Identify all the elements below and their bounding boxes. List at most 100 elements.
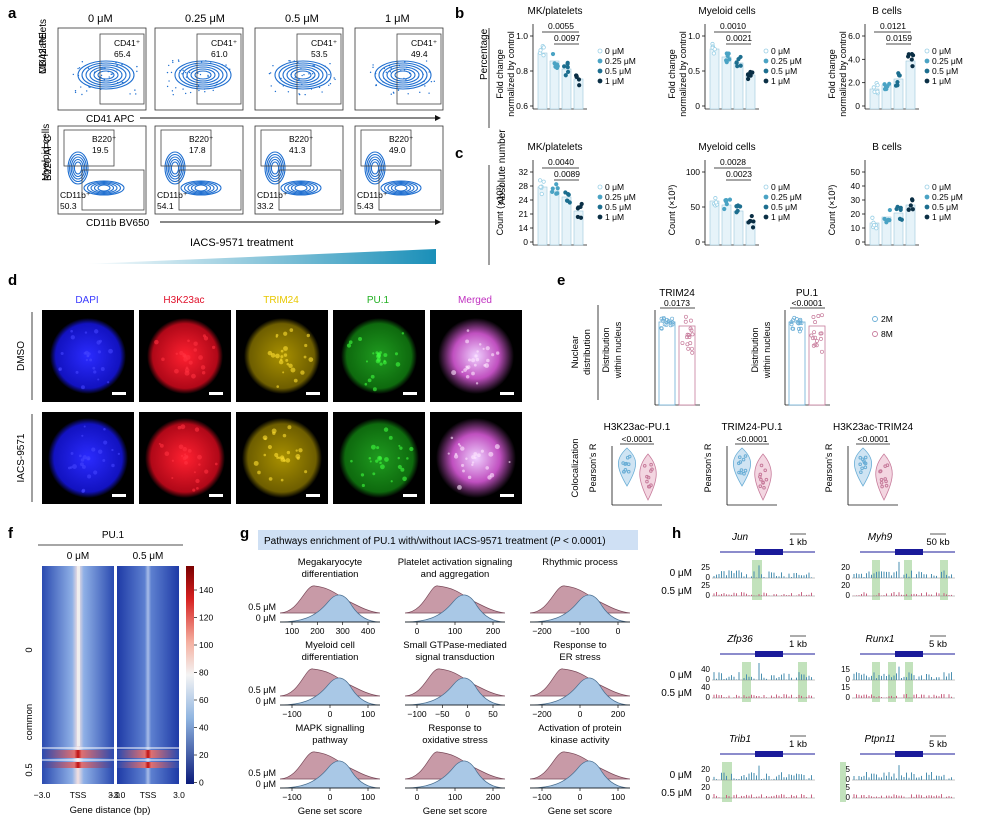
- e-dot: [789, 320, 794, 324]
- g-pathway-title: Small GTPase-mediated: [403, 640, 506, 651]
- a-conc-label: 1 μM: [385, 13, 410, 25]
- e-dot: [686, 333, 691, 338]
- e-violin-8m: [875, 453, 893, 501]
- g-pathway-title: Platelet activation signaling: [398, 557, 513, 568]
- a-event-dot: [134, 89, 136, 91]
- d-speckle: [94, 329, 99, 334]
- a-contour: [187, 182, 215, 194]
- a-event-dot: [116, 81, 119, 84]
- bc-legend-marker: [763, 48, 769, 54]
- f-common-band: [117, 750, 179, 758]
- bc-ytick: 1.0: [688, 31, 700, 41]
- a-event-dot: [383, 67, 386, 70]
- a-event-dot: [389, 71, 392, 73]
- h-gene-exon: [755, 549, 783, 555]
- bc-dot: [910, 207, 915, 212]
- bc-bar: [893, 212, 904, 246]
- bc-dot: [898, 205, 903, 210]
- e-violin-dot: [623, 462, 627, 466]
- a-event-dot: [166, 85, 169, 88]
- d-speckle: [100, 367, 105, 371]
- e-violin-dot: [627, 454, 632, 459]
- bc-bar: [881, 216, 892, 246]
- d-speckle: [285, 358, 289, 362]
- h-scale-label: 1 kb: [789, 537, 807, 548]
- bc-ylabel: Count (×10³): [495, 185, 505, 236]
- g-xtick: −50: [435, 709, 450, 719]
- a-gate-cd41: [296, 33, 342, 105]
- e-violin-dot: [759, 477, 763, 482]
- g-row-label: 0 μM: [256, 779, 276, 789]
- bc-dot: [723, 198, 728, 203]
- g-pathway-title: Activation of protein: [538, 723, 621, 734]
- a-event-dot: [294, 67, 297, 69]
- e-top-title: TRIM24: [659, 288, 695, 299]
- d-speckle: [185, 355, 191, 360]
- d-speckle: [462, 469, 465, 473]
- a-event-dot: [269, 72, 272, 74]
- g-xtick: 400: [361, 626, 375, 636]
- e-dot: [794, 317, 799, 321]
- d-speckle: [304, 343, 308, 348]
- d-speckle: [272, 431, 276, 436]
- g-xtick: 100: [611, 792, 625, 802]
- d-speckle: [508, 461, 511, 464]
- d-channel-label: PU.1: [367, 295, 390, 306]
- d-speckle: [253, 460, 259, 466]
- f-xtick: −3.0: [34, 790, 51, 800]
- d-speckle: [483, 363, 487, 367]
- bc-pvalue: 0.0040: [548, 157, 574, 167]
- bc-ytick: 10: [851, 223, 861, 233]
- d-speckle: [154, 339, 159, 345]
- bc-dot: [910, 198, 915, 203]
- d-speckle: [447, 452, 450, 455]
- d-speckle: [367, 378, 372, 383]
- a-event-dot: [383, 77, 385, 79]
- d-scale-bar: [209, 494, 223, 497]
- d-speckle: [295, 449, 298, 452]
- h-scale-label: 5 kb: [929, 739, 947, 750]
- a-event-dot: [74, 91, 77, 94]
- a-gate-label: CD41⁺: [411, 38, 438, 48]
- e-legend-label: 2M: [881, 314, 893, 324]
- g-title-box: [258, 530, 638, 550]
- f-colorbar-tick: 20: [199, 750, 209, 760]
- f-colorbar-tick: 0: [199, 778, 204, 788]
- bc-dot: [538, 48, 543, 53]
- bc-dot: [910, 64, 915, 69]
- a-contour: [390, 68, 416, 82]
- d-speckle: [89, 358, 93, 362]
- a-event-dot: [424, 85, 426, 87]
- g-pathway-title: and aggregation: [421, 569, 490, 580]
- d-speckle: [171, 459, 175, 462]
- a-row1-label-2: CD42 PE: [38, 32, 49, 74]
- a-contour: [97, 184, 111, 192]
- g-xtick: 0: [415, 626, 420, 636]
- e-dot: [797, 329, 802, 334]
- a-event-dot: [115, 61, 117, 64]
- g-xtick: 0: [328, 792, 333, 802]
- d-speckle: [279, 455, 285, 460]
- d-speckle: [67, 466, 71, 470]
- a-gate-value: 65.4: [114, 49, 131, 59]
- a-event-dot: [268, 72, 271, 75]
- a-conc-label: 0.25 μM: [185, 13, 225, 25]
- d-channel-label: H3K23ac: [163, 295, 204, 306]
- h-track-tick: 0: [846, 591, 851, 600]
- e-dot: [819, 331, 824, 336]
- d-speckle: [466, 329, 470, 332]
- d-speckle: [457, 484, 462, 490]
- b-row-label: Percentage: [479, 28, 490, 80]
- e-dot: [818, 336, 823, 341]
- a-gate-value: 5.43: [357, 201, 374, 211]
- d-speckle: [107, 381, 110, 384]
- a-event-dot: [136, 65, 138, 68]
- e-violin-dot: [764, 477, 769, 482]
- d-speckle: [278, 456, 281, 459]
- a-event-dot: [100, 62, 103, 64]
- a-contour: [383, 181, 419, 195]
- e-ylabel: Distribution: [750, 327, 760, 372]
- bc-pvalue: 0.0089: [554, 169, 580, 179]
- d-speckle: [103, 427, 106, 431]
